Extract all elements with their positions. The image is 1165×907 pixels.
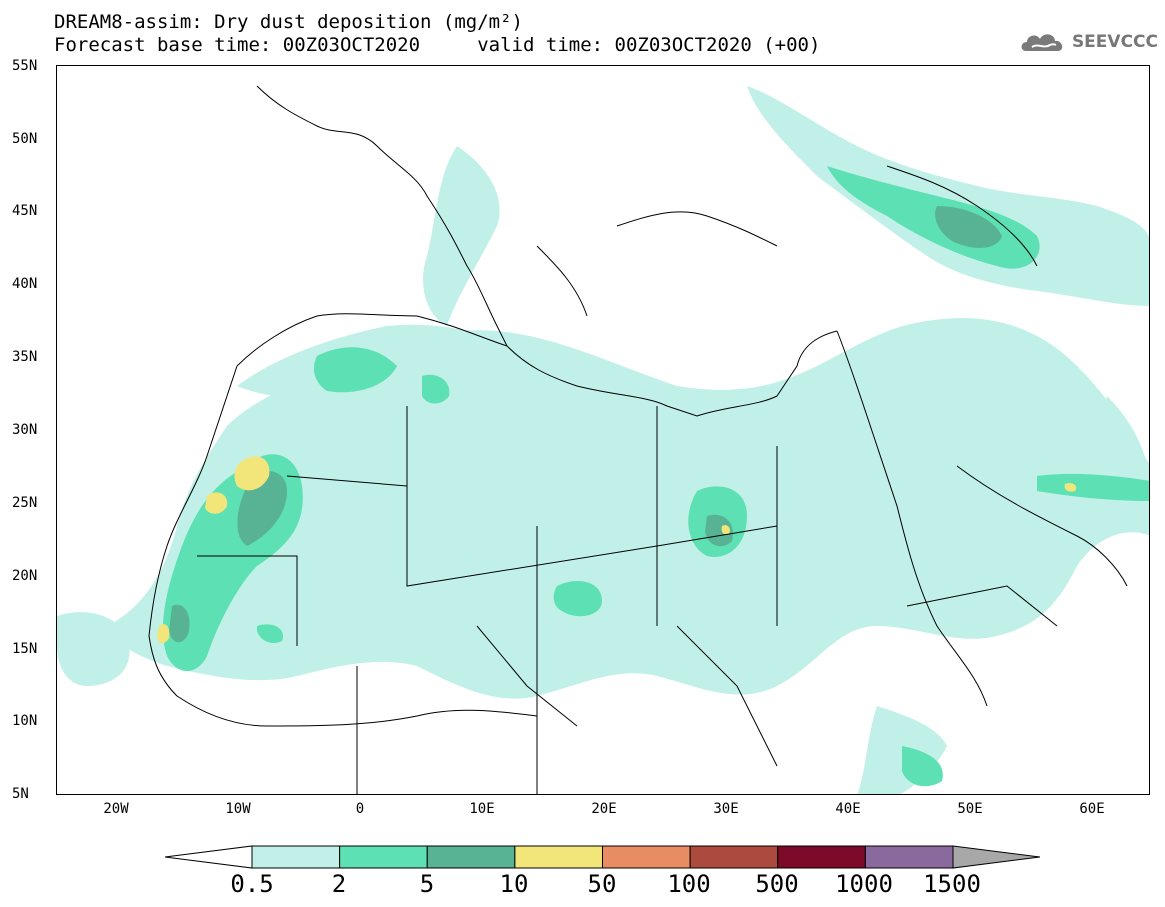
colorbar-label: 5 [419,870,435,898]
colorbar-label: 1500 [923,870,981,898]
dust-fields [57,86,1149,794]
lat-label: 20N [12,568,38,584]
lat-label: 25N [12,495,38,511]
lon-label: 20W [103,801,129,817]
lat-label: 55N [12,58,38,74]
colorbar-label: 10 [499,870,529,898]
lon-label: 10W [225,801,251,817]
colorbar-segment [251,845,341,869]
dust-deposition-map [56,65,1150,795]
lat-label: 35N [12,349,38,365]
colorbar-label: 2 [331,870,347,898]
lat-label: 45N [12,203,38,219]
coastlines-and-borders [148,85,1128,794]
lat-label: 30N [12,422,38,438]
colorbar [164,844,1041,870]
colorbar-segment [339,845,428,869]
cloud-icon [1021,34,1063,51]
colorbar-label: 50 [587,870,617,898]
colorbar-segment [777,845,866,869]
lat-label: 10N [12,713,38,729]
lon-label: 20E [591,801,617,817]
lon-label: 60E [1079,801,1105,817]
lon-label: 40E [835,801,861,817]
map-title: DREAM8-assim: Dry dust deposition (mg/m²… [54,11,523,33]
lon-label: 30E [713,801,739,817]
logo-text: SEEVCCC [1071,32,1158,52]
map-canvas [57,85,1149,794]
seevccc-logo: SEEVCCC [1018,24,1158,60]
forecast-time-subtitle: Forecast base time: 00Z03OCT2020 valid t… [54,34,821,56]
lat-label: 15N [12,641,38,657]
colorbar-label: 100 [667,870,711,898]
colorbar-segment [602,845,691,869]
colorbar-graphic [164,845,1041,869]
lat-label: 50N [12,131,38,147]
lat-label: 5N [12,786,29,802]
lat-label: 40N [12,276,38,292]
lon-label: 0 [355,801,365,817]
colorbar-label: 0.5 [230,870,274,898]
lon-label: 50E [957,801,983,817]
colorbar-segment [514,845,603,869]
colorbar-segment [426,845,516,869]
colorbar-segment [689,845,779,869]
colorbar-segment [864,845,954,869]
colorbar-min-arrow [164,845,253,869]
colorbar-label: 1000 [835,870,893,898]
colorbar-label: 500 [755,870,799,898]
lon-label: 10E [469,801,495,817]
colorbar-max-arrow [952,845,1041,869]
